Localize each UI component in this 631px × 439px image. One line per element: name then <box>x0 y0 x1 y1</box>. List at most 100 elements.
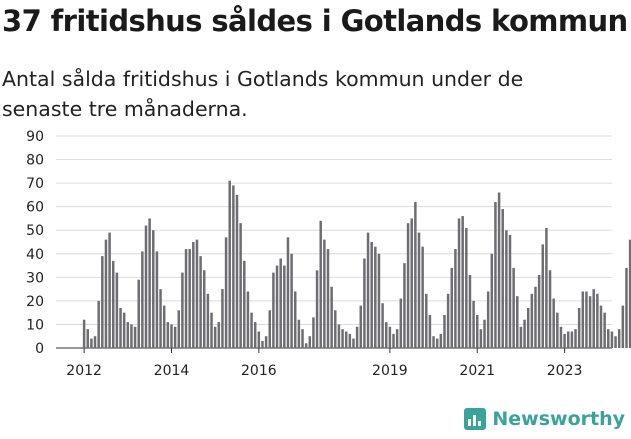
bar <box>221 289 224 348</box>
bar <box>465 227 468 348</box>
bar <box>210 312 213 348</box>
bar <box>483 319 486 348</box>
bar <box>628 239 631 348</box>
bar <box>181 272 184 348</box>
bar <box>93 336 97 348</box>
bar <box>388 326 392 348</box>
bar <box>334 310 337 348</box>
bar <box>490 253 494 348</box>
bar <box>126 322 130 348</box>
bar <box>155 251 159 348</box>
y-tick-label: 20 <box>26 294 44 310</box>
bar <box>410 218 413 348</box>
chart-subtitle: Antal sålda fritidshus i Gotlands kommun… <box>2 67 524 121</box>
bar <box>519 326 523 348</box>
bar <box>344 331 348 348</box>
bar <box>352 338 355 348</box>
bar <box>570 331 574 348</box>
bar <box>381 303 384 348</box>
bar <box>228 180 231 348</box>
bar <box>235 194 239 348</box>
y-tick-label: 10 <box>26 317 44 333</box>
bar <box>610 331 614 348</box>
bar <box>188 249 191 348</box>
y-tick-label: 60 <box>26 200 44 216</box>
bar <box>526 307 530 348</box>
bar <box>224 237 228 348</box>
bar <box>505 230 508 348</box>
bar <box>603 312 606 348</box>
bar <box>607 329 610 348</box>
bar <box>348 333 352 348</box>
bars <box>82 180 631 348</box>
bar <box>319 220 322 348</box>
bar <box>304 343 308 348</box>
bar <box>599 305 603 348</box>
bar <box>421 246 424 348</box>
bar <box>428 315 432 348</box>
x-tick-label: 2019 <box>372 363 408 379</box>
bar <box>559 326 563 348</box>
bar <box>625 267 628 348</box>
bar <box>439 333 443 348</box>
y-axis-ticks: 0 10 20 30 40 50 60 70 80 90 <box>26 129 44 357</box>
bar <box>414 201 417 348</box>
bar <box>417 232 421 348</box>
bar <box>206 293 210 348</box>
y-tick-label: 70 <box>26 176 44 192</box>
bar <box>308 336 312 348</box>
bar <box>283 265 286 348</box>
bar <box>290 253 293 348</box>
bar <box>395 329 399 348</box>
bar <box>497 192 501 348</box>
bar <box>530 293 534 348</box>
bar <box>272 272 275 348</box>
bar <box>130 324 133 348</box>
bar <box>90 338 93 348</box>
bar <box>479 329 483 348</box>
bar <box>537 274 541 348</box>
bar <box>243 260 246 348</box>
y-tick-label: 30 <box>26 270 44 286</box>
bar <box>472 300 475 348</box>
bar <box>516 296 519 348</box>
bar <box>450 267 454 348</box>
bar <box>264 336 268 348</box>
bar <box>534 286 537 348</box>
bar <box>512 267 515 348</box>
bar <box>596 293 599 348</box>
bar <box>454 249 457 348</box>
bar <box>133 326 137 348</box>
bar <box>144 225 148 348</box>
chart-title: 37 fritidshus såldes i Gotlands kommun <box>2 4 628 38</box>
y-tick-label: 80 <box>26 153 44 169</box>
bar <box>257 331 261 348</box>
bar <box>461 216 464 348</box>
bar <box>403 263 406 348</box>
bar <box>250 312 253 348</box>
bar <box>384 322 388 348</box>
bar <box>101 256 104 348</box>
bar <box>585 291 588 348</box>
bar <box>119 307 122 348</box>
bar <box>341 329 344 348</box>
bar <box>293 291 297 348</box>
x-tick-label: 2021 <box>459 363 495 379</box>
bar <box>432 336 435 348</box>
bar <box>312 317 315 348</box>
bar <box>86 329 90 348</box>
bar <box>508 234 512 348</box>
bar <box>592 289 595 348</box>
bar <box>443 315 446 348</box>
bar <box>199 256 202 348</box>
bar <box>108 232 111 348</box>
bar <box>275 265 279 348</box>
bar <box>148 218 151 348</box>
bar <box>588 296 592 348</box>
bar <box>315 270 319 348</box>
bar <box>548 270 552 348</box>
bar <box>577 307 581 348</box>
bar <box>152 230 155 348</box>
bar <box>614 336 617 348</box>
bar <box>97 300 100 348</box>
